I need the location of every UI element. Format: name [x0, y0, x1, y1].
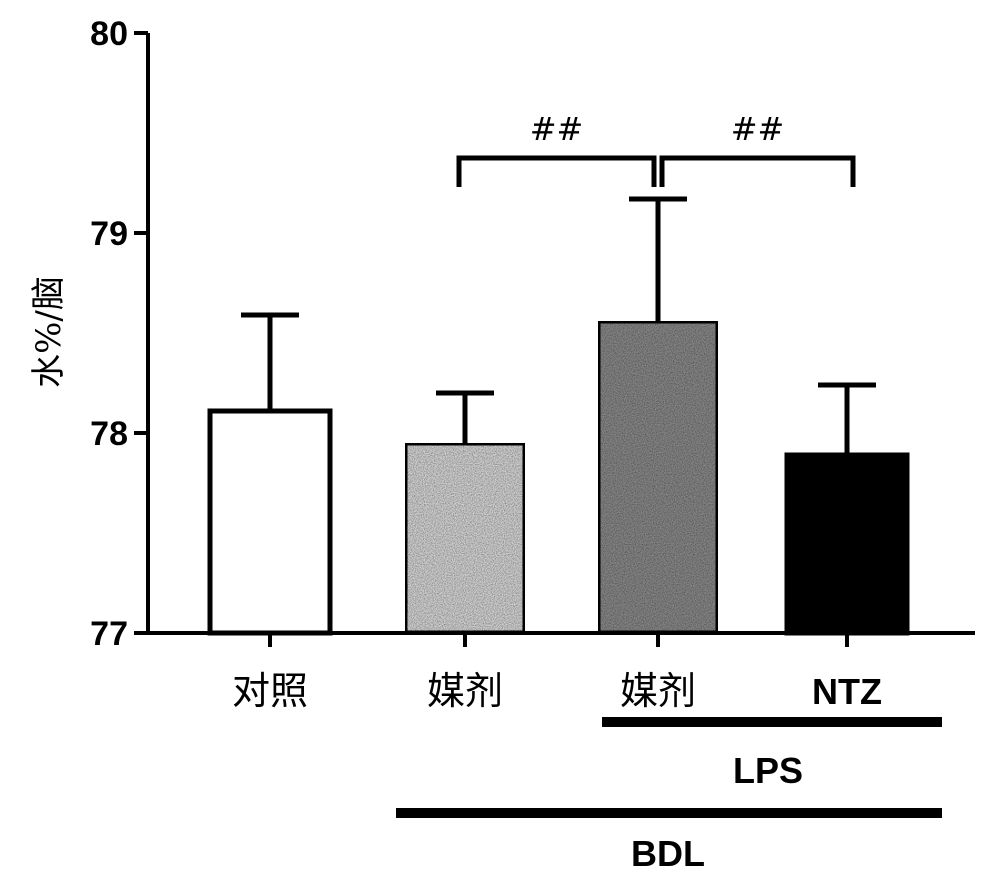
significance-brackets: ## ##: [459, 110, 853, 187]
significance-label-0: ##: [530, 110, 584, 148]
significance-bracket-1: [662, 158, 853, 187]
category-label-2: 媒剂: [620, 669, 696, 713]
group-label-0: LPS: [733, 750, 803, 791]
group-bars: LPS BDL: [396, 722, 942, 874]
significance-label-1: ##: [731, 110, 785, 148]
bar-1: [405, 443, 525, 633]
category-label-0: 对照: [232, 669, 308, 713]
y-tick-label-1: 78: [90, 415, 128, 453]
group-label-1: BDL: [631, 833, 705, 874]
y-axis-label: 水%/脑: [29, 276, 69, 388]
y-tick-label-3: 80: [90, 15, 128, 53]
bar-0: [210, 411, 330, 633]
bar-3: [787, 455, 907, 633]
y-tick-label-2: 79: [90, 215, 128, 253]
y-tick-label-0: 77: [90, 615, 128, 653]
significance-bracket-0: [459, 158, 654, 187]
bars: 对照 媒剂 媒剂 NTZ: [210, 199, 907, 713]
category-label-1: 媒剂: [427, 669, 503, 713]
bar-2: [598, 321, 718, 633]
category-label-3: NTZ: [812, 671, 882, 712]
